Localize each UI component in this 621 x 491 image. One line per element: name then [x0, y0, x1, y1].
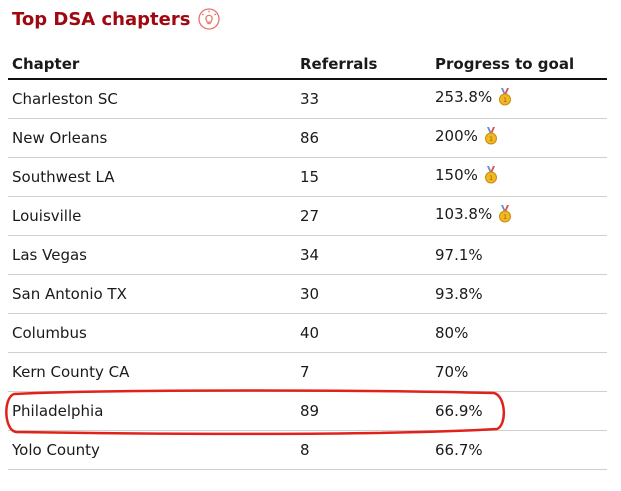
cell-text: 15 — [300, 168, 320, 186]
table-cell: 40 — [296, 313, 431, 353]
table-cell: 27 — [296, 196, 431, 236]
title-row: Top DSA chapters — [12, 8, 221, 30]
cell-text: 97.1% — [435, 246, 483, 264]
svg-text:1: 1 — [503, 214, 507, 221]
cell-text: Kern County CA — [12, 363, 130, 381]
cell-text: 8 — [300, 441, 310, 459]
table-cell: 70% — [431, 352, 607, 392]
table-row: San Antonio TX 30 93.8% — [8, 274, 607, 314]
cell-text: 253.8% — [435, 88, 493, 106]
svg-text:1: 1 — [489, 136, 493, 143]
cell-text: Southwest LA — [12, 168, 115, 186]
column-header: Chapter — [8, 49, 296, 80]
table-cell: Philadelphia — [8, 391, 296, 431]
cell-text: 86 — [300, 129, 320, 147]
cell-text: 66.7% — [435, 441, 483, 459]
column-header: Progress to goal — [431, 49, 607, 80]
table-row: Kern County CA 7 70% — [8, 352, 607, 392]
table-cell: San Antonio TX — [8, 274, 296, 314]
cell-text: 89 — [300, 402, 320, 420]
table-cell: 8 — [296, 430, 431, 470]
medal-icon: 1 — [484, 127, 498, 149]
table-row: Columbus 40 80% — [8, 313, 607, 353]
table-cell: New Orleans — [8, 118, 296, 158]
table-cell: 89 — [296, 391, 431, 431]
table-cell: 15 — [296, 157, 431, 197]
cell-text: 7 — [300, 363, 310, 381]
table-row: New Orleans 86 200% 1 — [8, 118, 607, 158]
cell-text: New Orleans — [12, 129, 108, 147]
table-cell: 253.8% 1 — [431, 79, 607, 119]
table-cell: 66.7% — [431, 430, 607, 470]
table-cell: 86 — [296, 118, 431, 158]
medal-icon: 1 — [498, 205, 512, 227]
table-cell: 200% 1 — [431, 118, 607, 158]
table-row: Charleston SC 33 253.8% 1 — [8, 79, 607, 119]
cell-text: Yolo County — [12, 441, 100, 459]
table-cell: 66.9% — [431, 391, 607, 431]
medal-icon: 1 — [498, 88, 512, 110]
table-head: Chapter Referrals Progress to goal — [8, 49, 607, 80]
table-cell: Charleston SC — [8, 79, 296, 119]
table-cell: 150% 1 — [431, 157, 607, 197]
cell-text: 30 — [300, 285, 320, 303]
lightbulb-icon — [198, 8, 221, 30]
cell-text: 80% — [435, 324, 469, 342]
svg-text:1: 1 — [489, 175, 493, 182]
cell-text: 93.8% — [435, 285, 483, 303]
chapters-table: Chapter Referrals Progress to goal Charles… — [8, 49, 607, 470]
table-row: Las Vegas 34 97.1% — [8, 235, 607, 275]
cell-text: 150% — [435, 166, 478, 184]
table-cell: 7 — [296, 352, 431, 392]
table-cell: 93.8% — [431, 274, 607, 314]
cell-text: 34 — [300, 246, 320, 264]
table-cell: Kern County CA — [8, 352, 296, 392]
cell-text: Charleston SC — [12, 90, 118, 108]
cell-text: 27 — [300, 207, 320, 225]
cell-text: Louisville — [12, 207, 82, 225]
cell-text: 103.8% — [435, 205, 493, 223]
medal-icon: 1 — [484, 166, 498, 188]
cell-text: San Antonio TX — [12, 285, 127, 303]
table-cell: 103.8% 1 — [431, 196, 607, 236]
table-row: Philadelphia 89 66.9% — [8, 391, 607, 431]
table-cell: Yolo County — [8, 430, 296, 470]
cell-text: 40 — [300, 324, 320, 342]
cell-text: 33 — [300, 90, 320, 108]
table-row: Southwest LA 15 150% 1 — [8, 157, 607, 197]
table-cell: Columbus — [8, 313, 296, 353]
column-header: Referrals — [296, 49, 431, 80]
table-cell: 80% — [431, 313, 607, 353]
table-cell: Southwest LA — [8, 157, 296, 197]
cell-text: Las Vegas — [12, 246, 87, 264]
cell-text: 70% — [435, 363, 469, 381]
cell-text: Columbus — [12, 324, 87, 342]
table-cell: 97.1% — [431, 235, 607, 275]
table-cell: Las Vegas — [8, 235, 296, 275]
cell-text: 200% — [435, 127, 478, 145]
table-row: Yolo County 8 66.7% — [8, 430, 607, 470]
cell-text: 66.9% — [435, 402, 483, 420]
table-body: Charleston SC 33 253.8% 1 New Orleans 86 200% 1… — [8, 79, 607, 470]
svg-text:1: 1 — [503, 97, 507, 104]
cell-text: Philadelphia — [12, 402, 104, 420]
header-row: Chapter Referrals Progress to goal — [8, 49, 607, 80]
table-cell: 34 — [296, 235, 431, 275]
table-cell: Louisville — [8, 196, 296, 236]
table-row: Louisville 27 103.8% 1 — [8, 196, 607, 236]
table-cell: 30 — [296, 274, 431, 314]
title: Top DSA chapters — [12, 8, 191, 30]
table-cell: 33 — [296, 79, 431, 119]
